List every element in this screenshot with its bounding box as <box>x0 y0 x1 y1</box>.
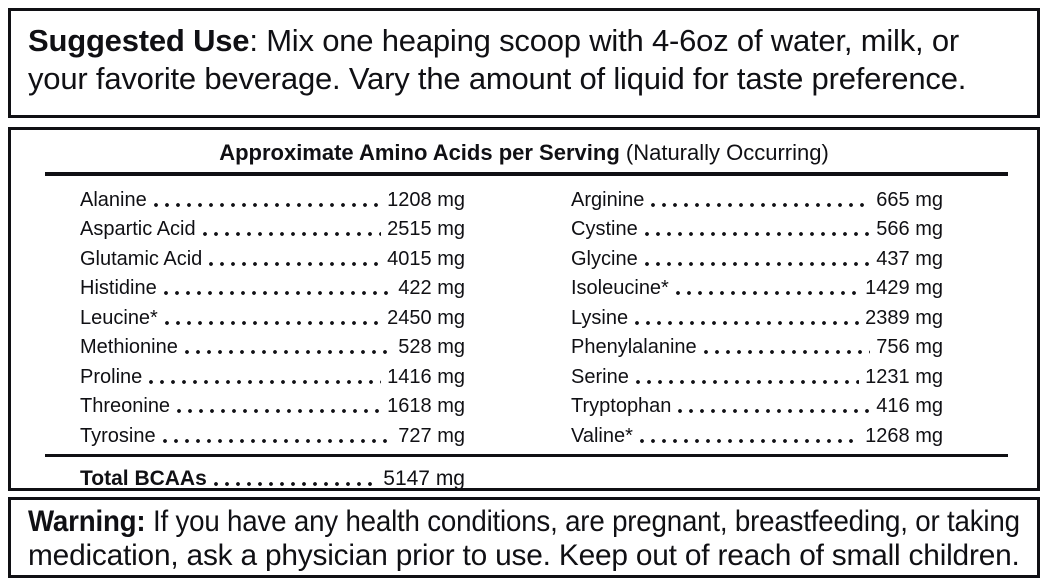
dot-leader <box>639 438 860 443</box>
suggested-use-box: Suggested Use: Mix one heaping scoop wit… <box>8 8 1040 118</box>
amino-row: Glutamic Acid 4015 mg <box>80 241 465 271</box>
amino-name: Arginine <box>571 188 645 211</box>
total-rule <box>45 453 1008 457</box>
amino-row: Isoleucine* 1429 mg <box>571 271 943 301</box>
dot-leader <box>162 438 393 443</box>
amino-row: Histidine 422 mg <box>80 271 465 301</box>
amino-value: 1416 mg <box>387 365 465 388</box>
warning-line-1: Warning: If you have any health conditio… <box>28 505 1020 539</box>
amino-value: 727 mg <box>398 424 465 447</box>
amino-row: Glycine 437 mg <box>571 241 943 271</box>
suggested-use-text-2: your favorite beverage. Vary the amount … <box>28 61 967 96</box>
amino-value: 416 mg <box>876 395 943 417</box>
amino-row: Lysine 2389 mg <box>571 300 943 330</box>
dot-leader <box>213 481 378 486</box>
amino-value: 1231 mg <box>865 365 943 388</box>
amino-acids-panel: Approximate Amino Acids per Serving (Nat… <box>8 127 1040 491</box>
dot-leader <box>678 409 871 413</box>
suggested-use-separator: : <box>249 23 267 58</box>
dot-leader <box>635 320 860 325</box>
amino-value: 528 mg <box>398 336 465 358</box>
total-bcaas-value: 5147 mg <box>383 466 465 490</box>
amino-name: Aspartic Acid <box>80 218 196 240</box>
amino-name: Methionine <box>80 336 178 358</box>
dot-leader <box>675 291 860 295</box>
amino-row: Cystine 566 mg <box>571 212 943 242</box>
dot-leader <box>209 261 382 266</box>
amino-row: Leucine* 2450 mg <box>80 300 465 330</box>
amino-value: 665 mg <box>876 188 943 211</box>
dot-leader <box>149 379 382 384</box>
amino-value: 756 mg <box>876 336 943 358</box>
dot-leader <box>644 232 871 236</box>
amino-value: 1429 mg <box>865 277 943 299</box>
amino-name: Alanine <box>80 188 147 211</box>
dot-leader <box>644 261 871 266</box>
amino-name: Threonine <box>80 395 171 417</box>
amino-value: 566 mg <box>876 218 943 240</box>
warning-line-2: medication, ask a physician prior to use… <box>28 539 1020 573</box>
amino-value: 1208 mg <box>387 188 465 211</box>
amino-row: Phenylalanine 756 mg <box>571 330 943 360</box>
suggested-use-line-1: Suggested Use: Mix one heaping scoop wit… <box>28 22 1020 60</box>
amino-column-left: Alanine 1208 mg Aspartic Acid 2515 mg Gl… <box>80 182 465 448</box>
suggested-use-label: Suggested Use <box>28 23 250 58</box>
amino-value: 2515 mg <box>387 218 465 240</box>
dot-leader <box>184 350 393 354</box>
amino-value: 437 mg <box>876 247 943 270</box>
amino-value: 422 mg <box>398 277 465 299</box>
amino-name: Glycine <box>571 247 638 270</box>
amino-row: Valine* 1268 mg <box>571 418 943 448</box>
dot-leader <box>202 232 382 236</box>
amino-name: Tyrosine <box>80 424 156 447</box>
dot-leader <box>153 202 382 207</box>
amino-row: Tryptophan 416 mg <box>571 389 943 419</box>
amino-name: Cystine <box>571 218 638 240</box>
warning-text-1: If you have any health conditions, are p… <box>152 505 1020 538</box>
amino-value: 1268 mg <box>865 424 943 447</box>
amino-row: Alanine 1208 mg <box>80 182 465 212</box>
amino-name: Isoleucine* <box>571 277 669 299</box>
amino-columns: Alanine 1208 mg Aspartic Acid 2515 mg Gl… <box>11 182 1037 448</box>
amino-value: 2389 mg <box>865 306 943 329</box>
suggested-use-text-1: Mix one heaping scoop with 4-6oz of wate… <box>266 23 959 58</box>
amino-name: Phenylalanine <box>571 336 697 358</box>
amino-table-title-note: (Naturally Occurring) <box>619 140 829 165</box>
warning-text-2: medication, ask a physician prior to use… <box>28 539 1020 572</box>
amino-value: 1618 mg <box>387 395 465 417</box>
amino-name: Valine* <box>571 424 633 447</box>
amino-column-right: Arginine 665 mg Cystine 566 mg Glycine 4… <box>571 182 943 448</box>
amino-row: Serine 1231 mg <box>571 359 943 389</box>
warning-box: Warning: If you have any health conditio… <box>8 497 1040 578</box>
amino-value: 2450 mg <box>387 306 465 329</box>
total-bcaas-row: Total BCAAs 5147 mg <box>80 460 465 490</box>
amino-table-title-main: Approximate Amino Acids per Serving <box>219 140 620 165</box>
amino-name: Serine <box>571 365 629 388</box>
suggested-use-line-2: your favorite beverage. Vary the amount … <box>28 60 1020 98</box>
dot-leader <box>164 320 382 325</box>
amino-row: Aspartic Acid 2515 mg <box>80 212 465 242</box>
amino-value: 4015 mg <box>387 247 465 270</box>
amino-name: Lysine <box>571 306 629 329</box>
warning-label: Warning: <box>28 505 146 538</box>
amino-name: Proline <box>80 365 143 388</box>
amino-name: Leucine* <box>80 306 158 329</box>
dot-leader <box>635 379 860 384</box>
dot-leader <box>703 350 871 354</box>
header-rule <box>45 172 1008 176</box>
dot-leader <box>651 202 871 207</box>
amino-row: Proline 1416 mg <box>80 359 465 389</box>
amino-row: Tyrosine 727 mg <box>80 418 465 448</box>
amino-name: Histidine <box>80 277 157 299</box>
amino-row: Threonine 1618 mg <box>80 389 465 419</box>
amino-table-title: Approximate Amino Acids per Serving (Nat… <box>11 140 1037 166</box>
dot-leader <box>177 409 382 413</box>
amino-row: Methionine 528 mg <box>80 330 465 360</box>
amino-name: Glutamic Acid <box>80 247 203 270</box>
amino-name: Tryptophan <box>571 395 672 417</box>
amino-row: Arginine 665 mg <box>571 182 943 212</box>
total-bcaas-label: Total BCAAs <box>80 466 207 490</box>
dot-leader <box>163 291 393 295</box>
